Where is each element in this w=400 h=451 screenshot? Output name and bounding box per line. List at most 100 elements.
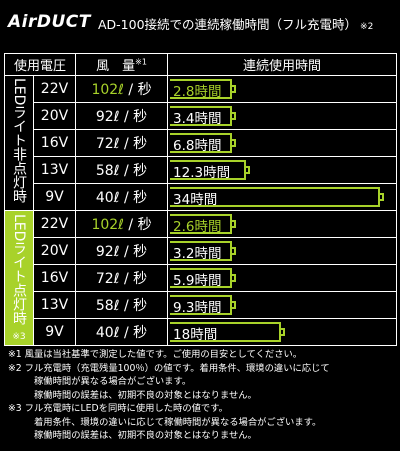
led-on-group-label: LEDライト点灯時 ※3 xyxy=(4,210,34,346)
footnote-line: ※3 フル充電時にLEDを同時に使用した時の値です。 xyxy=(8,403,228,414)
battery-nub xyxy=(231,139,237,147)
runtime-bar xyxy=(170,133,237,153)
flow-unit: / 秒 xyxy=(123,325,148,341)
voltage-cell: 9V xyxy=(32,318,77,346)
runtime-bar xyxy=(170,187,385,207)
battery-nub xyxy=(245,166,251,174)
table-row: 9V 40ℓ / 秒 34時間 xyxy=(5,183,398,211)
voltage-cell: 13V xyxy=(32,291,77,319)
runtime-bar xyxy=(170,322,286,342)
page-title: AD-100接続での連続稼働時間（フル充電時） ※2 xyxy=(98,14,373,33)
footnote-line: 稼働時間の誤差は、初期不良の対象とはなりません。 xyxy=(34,389,257,401)
header: AirDUCT AD-100接続での連続稼働時間（フル充電時） ※2 xyxy=(0,0,400,44)
footnote-line: 稼働時間が異なる場合がございます。 xyxy=(34,376,192,387)
footnote-line: 稼働時間の誤差は、初期不良の対象とはなりません。 xyxy=(34,430,257,441)
table-row: LEDライト点灯時 ※3 22V 102ℓ / 秒 2.6時間 xyxy=(4,210,398,346)
voltage-cell: 9V xyxy=(32,183,77,211)
runtime-bar xyxy=(170,106,237,126)
flow-value: 102ℓ xyxy=(91,217,129,233)
flow-value: 102ℓ xyxy=(91,82,129,98)
footnote-line: 着用条件、環境の違いに応じて稼働時間が異なる場合がございます。 xyxy=(34,416,322,428)
flow-unit: / 秒 xyxy=(128,217,152,233)
table-body: LEDライト非点灯時 22V 102ℓ / 秒 2.8時間 20V 92ℓ / 秒 3.4時… xyxy=(4,75,398,346)
flow-value: 92ℓ xyxy=(95,109,124,125)
battery-nub xyxy=(280,328,286,336)
flow-unit: / 秒 xyxy=(123,136,148,152)
runtime-cell: 12.3時間 xyxy=(167,156,398,184)
runtime-bar xyxy=(170,295,237,315)
header-voltage: 使用電圧 xyxy=(3,53,77,76)
battery-nub xyxy=(379,193,385,201)
runtime-cell: 18時間 xyxy=(167,318,398,346)
battery-nub xyxy=(231,112,237,120)
battery-nub xyxy=(231,220,237,228)
header-flow-text: 風 量 xyxy=(96,59,136,74)
table-row: 13V 58ℓ / 秒 12.3時間 xyxy=(5,156,398,184)
runtime-cell: 2.6時間 xyxy=(167,210,398,238)
flow-unit: / 秒 xyxy=(123,298,148,314)
table-row: 9V 40ℓ / 秒 18時間 xyxy=(5,318,398,346)
led-off-group-text: LEDライト非点灯時 xyxy=(11,78,27,204)
table-row: 16V 72ℓ / 秒 6.8時間 xyxy=(5,129,398,157)
runtime-cell: 6.8時間 xyxy=(167,129,398,157)
flow-cell: 58ℓ / 秒 xyxy=(75,156,169,184)
runtime-label: 2.6時間 xyxy=(173,219,222,235)
led-off-group-label: LEDライト非点灯時 xyxy=(4,75,34,211)
flow-unit: / 秒 xyxy=(123,163,148,179)
brand-logo: AirDUCT xyxy=(8,12,91,32)
voltage-cell: 16V xyxy=(32,129,77,157)
flow-cell: 92ℓ / 秒 xyxy=(75,237,169,265)
flow-cell: 102ℓ / 秒 xyxy=(75,210,169,238)
flow-cell: 72ℓ / 秒 xyxy=(75,264,169,292)
footnote-line: ※2 フル充電時（充電残量100％）の値です。着用条件、環境の違いに応じて xyxy=(8,362,330,374)
runtime-cell: 34時間 xyxy=(167,183,398,211)
voltage-cell: 20V xyxy=(32,237,77,265)
voltage-cell: 20V xyxy=(32,102,77,130)
runtime-bar xyxy=(170,214,237,234)
runtime-cell: 3.2時間 xyxy=(167,237,398,265)
runtime-bar xyxy=(170,79,237,99)
footnotes: ※1 風量は当社基準で測定した値です。ご使用の目安としてください。 ※2 フル充電… xyxy=(8,348,396,443)
voltage-cell: 22V xyxy=(32,210,77,238)
flow-unit: / 秒 xyxy=(123,244,148,260)
flow-cell: 40ℓ / 秒 xyxy=(75,183,169,211)
led-on-group-note: ※3 xyxy=(12,332,26,343)
battery-nub xyxy=(231,301,237,309)
flow-value: 72ℓ xyxy=(95,136,124,152)
header-time: 連続使用時間 xyxy=(167,53,398,76)
table-row: 20V 92ℓ / 秒 3.2時間 xyxy=(5,237,398,265)
flow-cell: 58ℓ / 秒 xyxy=(75,291,169,319)
table-row: 13V 58ℓ / 秒 9.3時間 xyxy=(5,291,398,319)
runtime-label: 3.4時間 xyxy=(173,111,222,127)
flow-cell: 92ℓ / 秒 xyxy=(75,102,169,130)
table-row: 16V 72ℓ / 秒 5.9時間 xyxy=(5,264,398,292)
table-row: LEDライト非点灯時 22V 102ℓ / 秒 2.8時間 xyxy=(4,75,398,211)
flow-cell: 72ℓ / 秒 xyxy=(75,129,169,157)
footnote-line: ※1 風量は当社基準で測定した値です。ご使用の目安としてください。 xyxy=(8,349,303,360)
runtime-bar xyxy=(170,268,237,288)
voltage-cell: 16V xyxy=(32,264,77,292)
flow-unit: / 秒 xyxy=(123,109,148,125)
flow-value: 40ℓ xyxy=(95,325,124,341)
battery-nub xyxy=(231,85,237,93)
runtime-label: 9.3時間 xyxy=(173,300,222,316)
voltage-cell: 13V xyxy=(32,156,77,184)
flow-value: 92ℓ xyxy=(95,244,124,260)
runtime-label: 18時間 xyxy=(173,327,218,343)
voltage-cell: 22V xyxy=(32,75,77,103)
flow-cell: 40ℓ / 秒 xyxy=(75,318,169,346)
runtime-label: 5.9時間 xyxy=(173,273,222,289)
flow-value: 58ℓ xyxy=(95,298,124,314)
flow-value: 40ℓ xyxy=(95,190,124,206)
title-text: AD-100接続での連続稼働時間（フル充電時） xyxy=(98,17,358,32)
table-header-row: 使用電圧 風 量※1 連続使用時間 xyxy=(3,53,398,76)
header-flow: 風 量※1 xyxy=(75,53,169,76)
battery-nub xyxy=(231,247,237,255)
runtime-cell: 3.4時間 xyxy=(167,102,398,130)
flow-unit: / 秒 xyxy=(123,271,148,287)
runtime-bar xyxy=(170,241,237,261)
battery-nub xyxy=(231,274,237,282)
runtime-label: 3.2時間 xyxy=(173,246,222,262)
header-flow-note: ※1 xyxy=(135,57,147,67)
